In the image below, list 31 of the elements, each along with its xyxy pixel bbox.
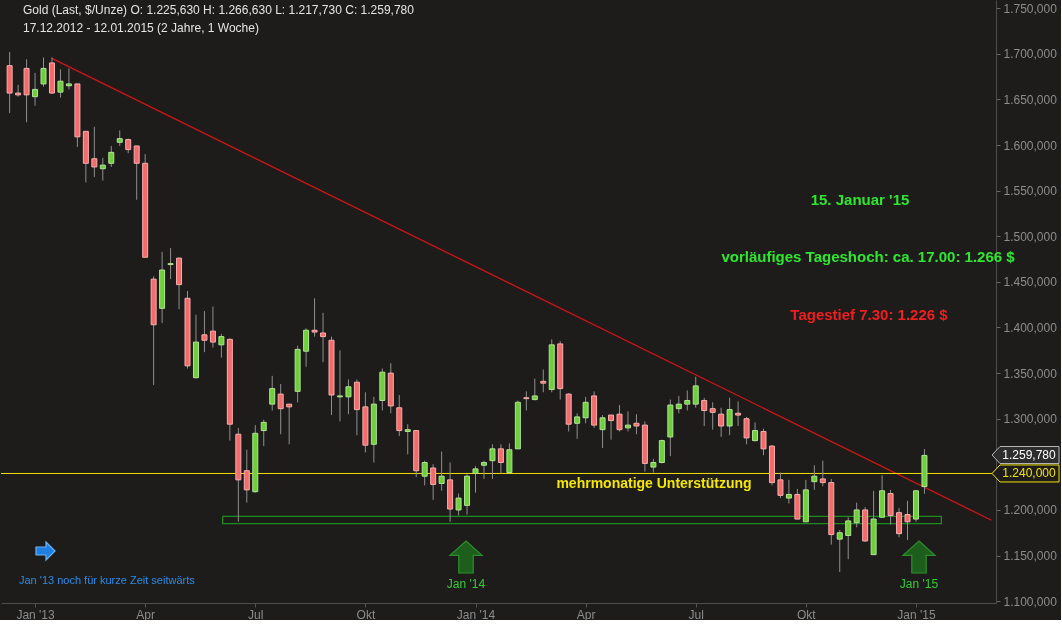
annotation: Jan '14 — [446, 577, 486, 591]
annotation: 15. Januar '15 — [810, 191, 910, 208]
text: 1.259,780 — [1002, 448, 1057, 462]
y-tick-label: 1.700,000 — [1003, 47, 1058, 62]
x-tick-label: Okt — [356, 607, 376, 622]
ref-line-label: 1.240,000 — [1002, 466, 1057, 481]
y-tick-label: 1.200,000 — [1003, 503, 1058, 518]
y-tick-label: 1.400,000 — [1003, 321, 1058, 335]
y-tick-label: 1.100,000 — [1003, 594, 1058, 609]
x-tick-label: Jan '14 — [456, 607, 496, 622]
y-tick-label: 1.750,000 — [1003, 1, 1058, 16]
y-tick-label: 1.350,000 — [1003, 366, 1058, 381]
x-tick-label: Jan '15 — [897, 607, 936, 622]
y-tick-label: 1.650,000 — [1003, 92, 1058, 107]
annotation: vorläufiges Tageshoch: ca. 17.00: 1.266 $ — [721, 248, 1016, 265]
y-tick-label: 1.150,000 — [1003, 549, 1058, 564]
x-tick-label: Jul — [688, 607, 704, 622]
annotation: mehrmonatige Unterstützung — [556, 475, 752, 491]
text: 17.12.2012 - 12.01.2015 (2 Jahre, 1 Woche) — [23, 21, 259, 35]
annotation: Jan '15 — [899, 577, 939, 591]
y-tick-label: 1.500,000 — [1003, 229, 1058, 244]
y-tick-label: 1.600,000 — [1003, 138, 1058, 153]
y-tick-label: 1.550,000 — [1003, 184, 1058, 199]
x-tick-label: Okt — [797, 607, 817, 622]
annotation: Jan '13 noch für kurze Zeit seitwärts — [19, 574, 196, 586]
x-tick-label: Jan '13 — [16, 607, 56, 622]
y-tick-label: 1.300,000 — [1003, 412, 1058, 427]
annotation: Tagestief 7.30: 1.226 $ — [790, 306, 949, 323]
y-tick-label: 1.450,000 — [1003, 275, 1058, 290]
x-tick-label: Jul — [248, 607, 264, 622]
chart-title: Gold (Last, $/Unze) O: 1.225,630 H: 1.266,630 L: 1.217,730 C: 1.259,780 — [23, 3, 415, 17]
